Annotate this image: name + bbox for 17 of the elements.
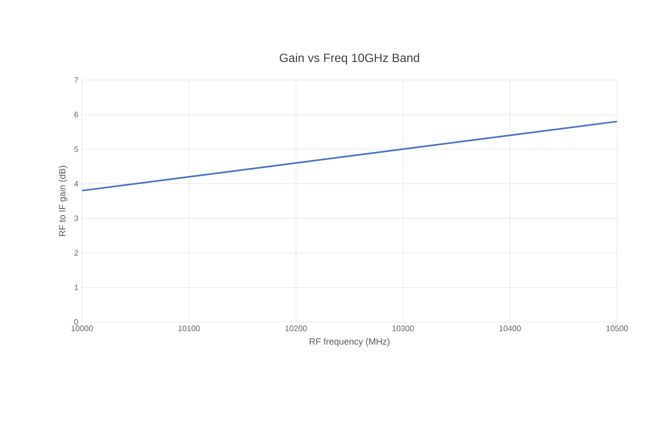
- y-tick-label: 0: [74, 319, 78, 325]
- x-axis-title: RF frequency (MHz): [310, 338, 390, 346]
- x-tick-label: 10300: [392, 326, 414, 332]
- y-tick-label: 1: [74, 284, 78, 290]
- y-tick-label: 6: [74, 112, 78, 118]
- y-tick-label: 5: [74, 146, 78, 152]
- y-tick-label: 4: [74, 180, 78, 186]
- y-axis-title: RF to IF gain (dB): [58, 166, 68, 236]
- y-tick-label: 7: [74, 77, 78, 83]
- y-tick-label: 3: [74, 215, 78, 222]
- chart-title: Gain vs Freq 10GHz Band: [280, 53, 420, 64]
- y-tick-label: 2: [74, 250, 78, 256]
- x-tick-label: 10100: [178, 326, 200, 332]
- x-tick-label: 10500: [606, 326, 628, 332]
- x-tick-label: 10400: [499, 326, 521, 332]
- x-tick-label: 10000: [71, 326, 93, 332]
- x-tick-label: 10200: [285, 326, 307, 332]
